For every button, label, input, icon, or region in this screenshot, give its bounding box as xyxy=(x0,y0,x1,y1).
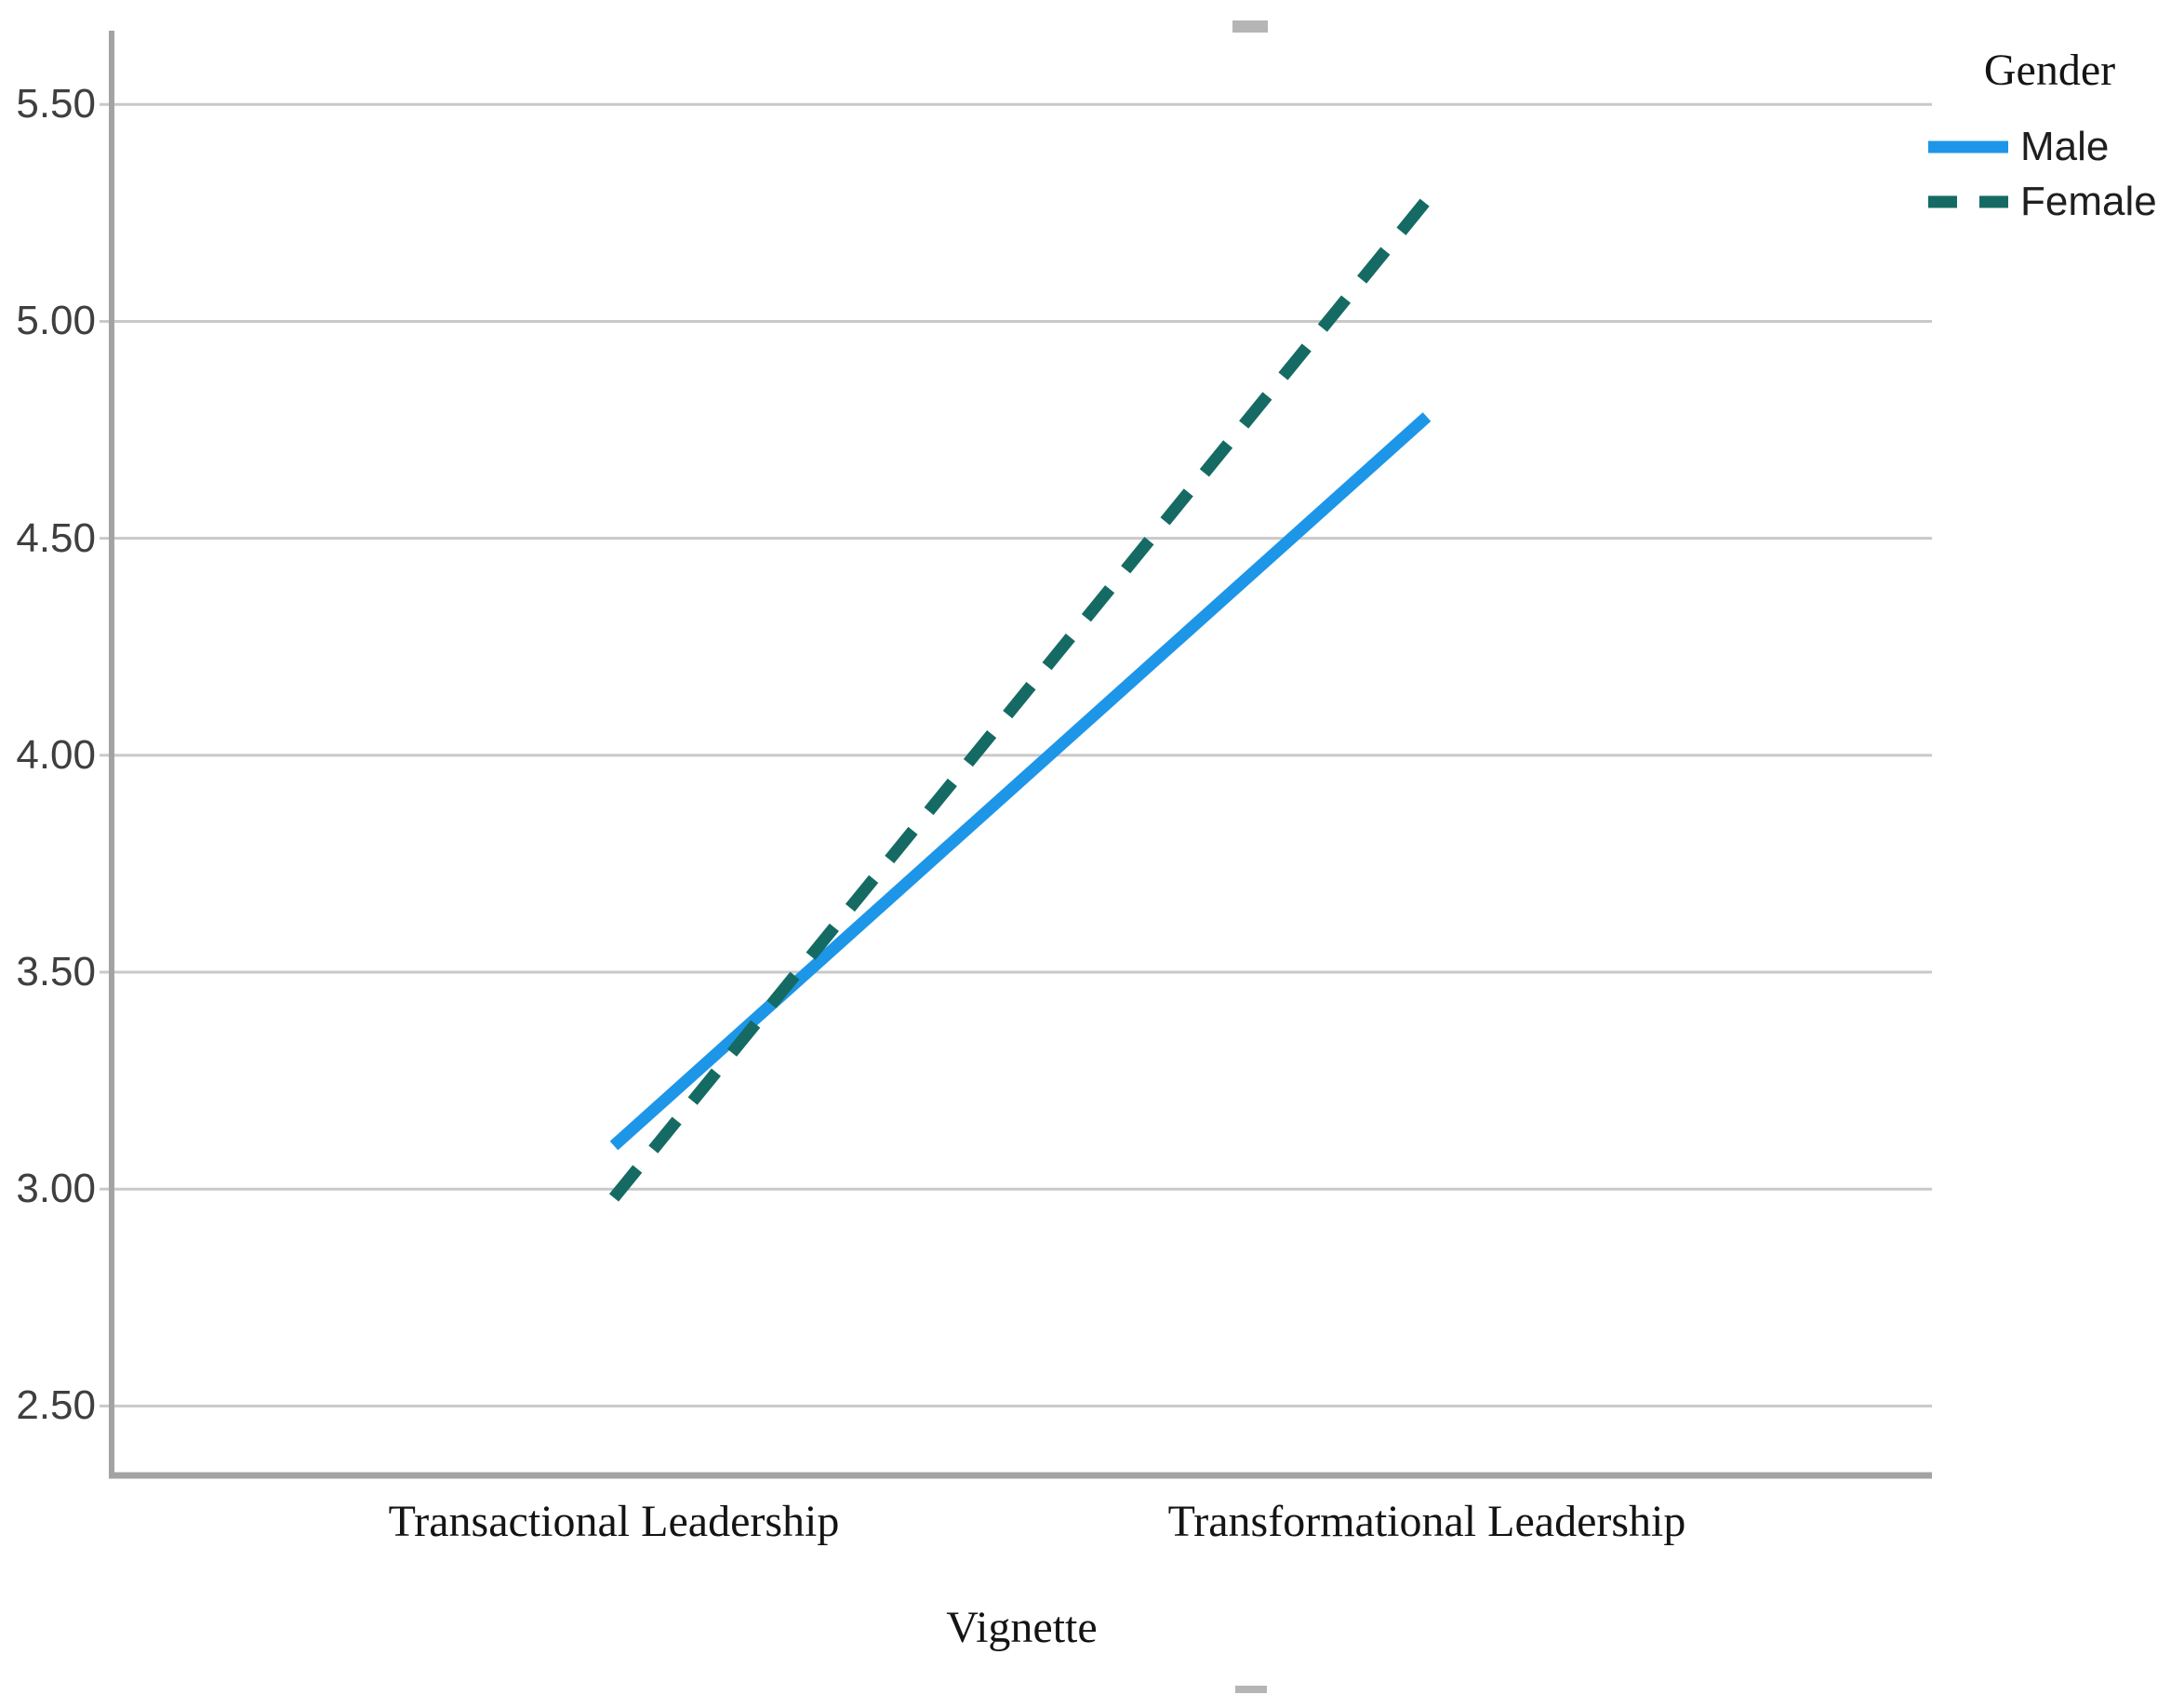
y-tick-label: 5.00 xyxy=(16,298,96,344)
y-tick-label: 4.00 xyxy=(16,731,96,778)
y-tick-label: 3.50 xyxy=(16,949,96,994)
y-tick-label: 5.50 xyxy=(16,81,96,127)
female-dashed-line-swatch-icon xyxy=(1928,195,2008,208)
legend-label-male: Male xyxy=(2020,124,2110,169)
legend-label-female: Female xyxy=(2020,179,2157,224)
series-line-female xyxy=(608,195,1432,1202)
x-category-label: Transactional Leadership xyxy=(388,1497,840,1546)
legend-item-female: Female xyxy=(1928,179,2171,224)
x-axis-title: Vignette xyxy=(946,1603,1098,1652)
legend-title: Gender xyxy=(1983,46,2116,95)
male-line-swatch-icon xyxy=(1928,140,2008,153)
y-tick-label: 4.50 xyxy=(16,514,96,561)
selection-handle-bottom[interactable] xyxy=(1235,1686,1267,1693)
y-tick-label: 3.00 xyxy=(16,1166,96,1212)
x-category-label: Transformational Leadership xyxy=(1167,1497,1686,1546)
legend: Gender Male Female xyxy=(1928,45,2171,235)
selection-handle-top[interactable] xyxy=(1232,20,1268,33)
legend-item-male: Male xyxy=(1928,124,2171,169)
series-line-male xyxy=(609,412,1432,1151)
y-tick-label: 2.50 xyxy=(16,1382,96,1429)
